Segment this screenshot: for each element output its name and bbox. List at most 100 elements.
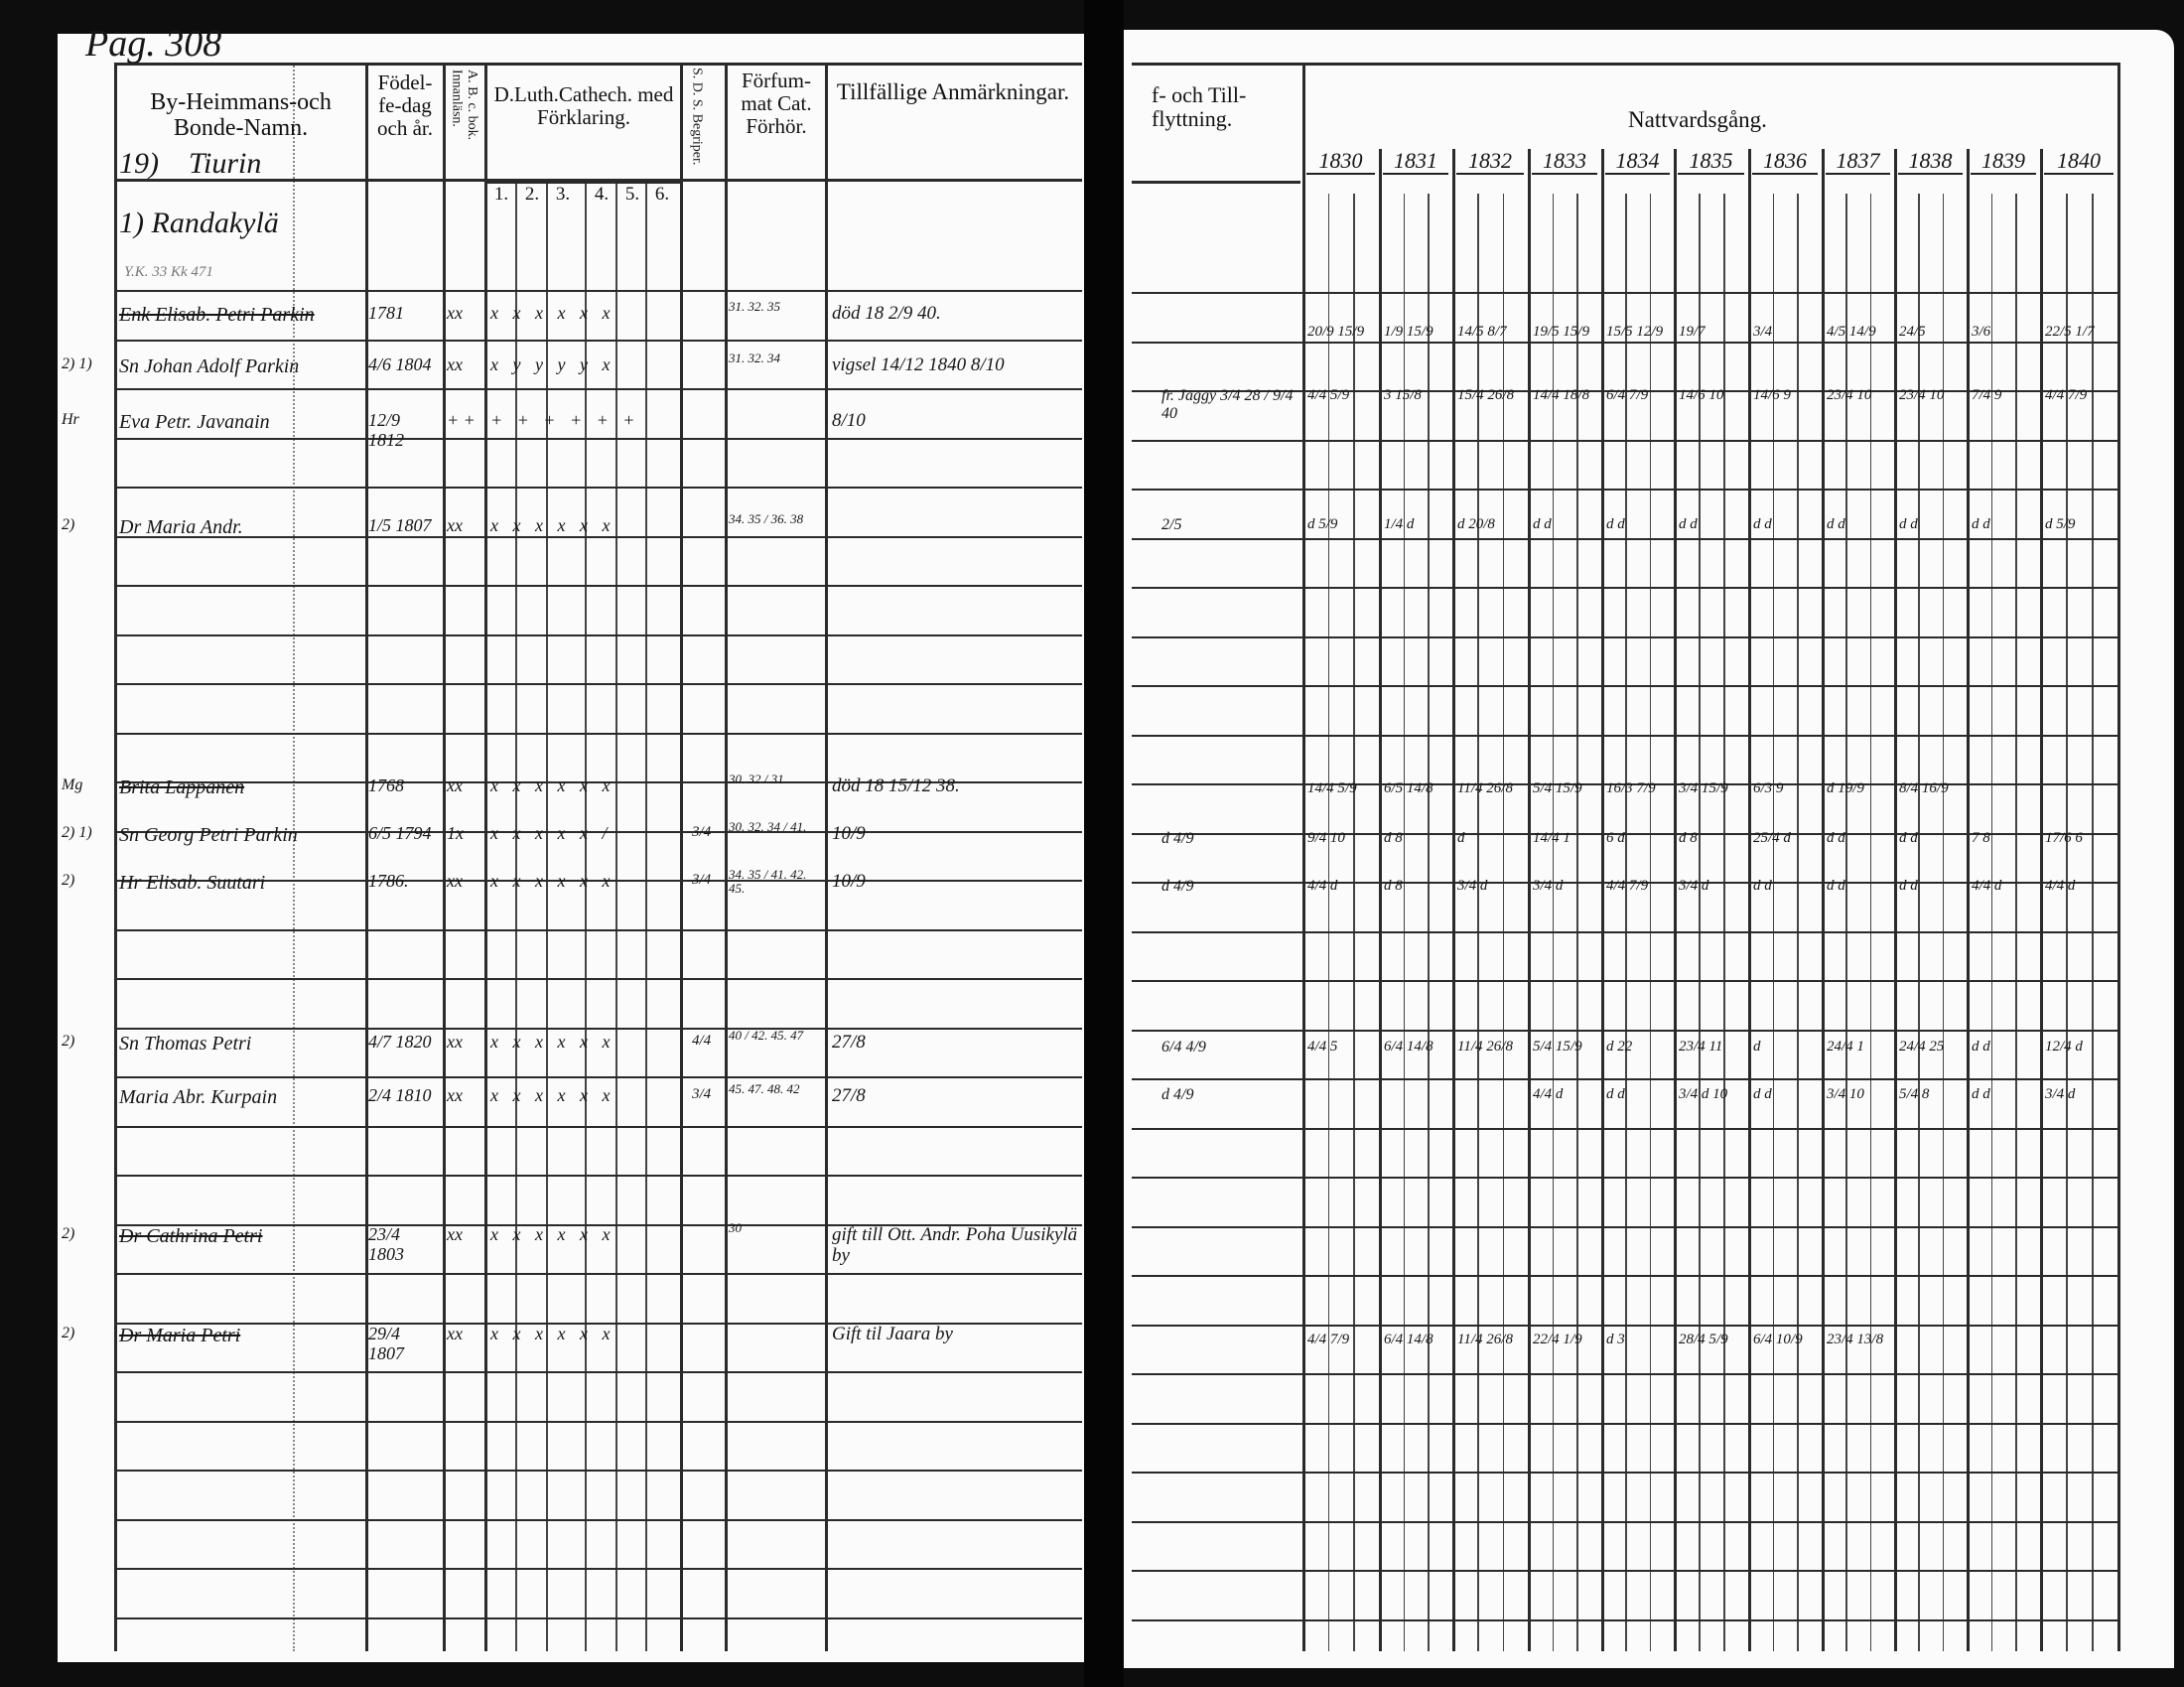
row-rule [114,339,1082,342]
communion-mark: d d [1899,878,1918,894]
row-rule [114,388,1082,390]
communion-mark: 3/4 15/9 [1679,780,1728,796]
row-rule [114,1076,1082,1078]
entry-birth: 1768 [368,775,404,795]
communion-mark: 7 8 [1972,830,1990,846]
communion-mark: 4/4 d [1307,878,1338,894]
row-rule [114,585,1082,587]
row-rule [114,1470,1082,1472]
entry-name: Dr Cathrina Petri [119,1225,263,1247]
row-rule [114,1175,1082,1177]
row-rule [1132,1373,2119,1375]
entry-catechism-marks: x y y y y x [490,354,615,374]
communion-mark: 14/6 10 [1679,387,1724,403]
row-rule [114,928,1082,931]
communion-mark: 9/4 10 [1307,830,1345,846]
communion-mark: d d [1972,1086,1990,1102]
row-rule [114,1617,1082,1619]
communion-mark: 3/4 d [2045,1086,2076,1102]
entry-forfum: 30 [729,1220,742,1235]
entry-abc-reading: xx [447,1324,463,1343]
communion-mark: 14/4 1 [1533,830,1570,846]
entry-forfum: 45. 47. 48. 42 [729,1081,800,1096]
communion-mark: 24/4 1 [1827,1039,1864,1054]
year-column-rule [2117,63,2120,1651]
year-column-rule [1379,149,1382,1651]
communion-mark: 3/4 [1753,324,1773,340]
year-column-rule [1601,149,1604,1651]
entry-name: Dr Maria Andr. [119,516,243,538]
guide-rule [293,63,295,1651]
year-label: 1831 [1383,148,1448,176]
year-subcolumn-rule [1845,194,1847,1651]
entry-name: Sn Johan Adolf Parkin [119,355,300,377]
moving-note: d 4/9 [1161,1086,1194,1103]
year-subcolumn-rule [1502,194,1505,1651]
communion-mark: d 5/9 [1307,516,1338,532]
entry-sds: 3/4 [692,824,712,840]
header-name: By-Heimmans-och Bonde-Namn. [150,89,332,142]
entry-catechism-marks: x x x x x x [490,1224,615,1244]
year-column-rule [1822,149,1825,1651]
entry-name: Hr Elisab. Suutari [119,872,266,894]
year-label: 1832 [1456,148,1524,176]
communion-mark: 4/4 7/9 [1307,1332,1350,1347]
entry-remarks: gift till Ott. Andr. Poha Uusikylä by [832,1224,1078,1266]
entry-prefix: 2) [62,516,75,533]
year-subcolumn-rule [1477,194,1479,1651]
entry-abc-reading: + + [447,410,476,430]
communion-mark: d 8 [1679,830,1698,846]
year-column-rule [1748,149,1751,1651]
year-label: 1840 [2044,148,2114,176]
entry-prefix: Mg [62,776,83,793]
entry-name: Maria Abr. Kurpain [119,1086,278,1108]
entry-remarks: 10/9 [832,823,866,844]
communion-mark: 6/4 14/8 [1384,1332,1433,1347]
communion-mark: 25/4 d [1753,830,1791,846]
entry-remarks: Gift til Jaara by [832,1324,953,1344]
entry-birth: 1786. [368,871,409,891]
communion-mark: 23/4 13/8 [1827,1332,1884,1347]
header-sds: S. D. S. Begriper. [689,68,705,166]
column-rule [484,63,487,1651]
communion-mark: d d [1899,830,1918,846]
row-rule [1132,635,2119,638]
right-page [1124,30,2174,1668]
communion-mark: 6/4 10/9 [1753,1332,1803,1347]
village-subname: 1) Randakylä [119,207,279,239]
page-number: Pag. 308 [85,23,222,65]
year-subcolumn-rule [1942,194,1945,1651]
year-column-rule [2040,149,2043,1651]
communion-mark: d 20/8 [1457,516,1495,532]
communion-mark: 5/4 8 [1899,1086,1930,1102]
communion-mark: d d [1899,516,1918,532]
catechism-part-label: 5. [624,184,640,205]
entry-name: Enk Elisab. Petri Parkin [119,304,315,326]
row-rule [1132,341,2119,344]
moving-note: fr. Jaggy 3/4 28 / 9/4 40 [1161,387,1294,422]
communion-mark: 19/7 [1679,324,1706,340]
communion-mark: 3/4 d [1533,878,1564,894]
communion-mark: d 8 [1384,830,1403,846]
row-rule [1132,783,2119,785]
catechism-part-label: 3. [555,184,571,205]
year-column-rule [1674,149,1677,1651]
row-rule [114,1568,1082,1570]
communion-mark: 16/3 7/9 [1606,780,1656,796]
entry-forfum: 30. 32 / 31 [729,772,784,786]
communion-mark: 28/4 5/9 [1679,1332,1728,1347]
entry-name: Dr Maria Petri [119,1325,241,1346]
year-column-rule [1528,149,1531,1651]
entry-abc-reading: xx [447,1085,463,1105]
moving-note: 2/5 [1161,516,1182,533]
year-subcolumn-rule [1723,194,1725,1651]
row-rule [114,1518,1082,1521]
row-rule [1132,292,2119,294]
communion-mark: 17/6 6 [2045,830,2083,846]
row-rule [114,1027,1082,1030]
communion-mark: 14/6 9 [1753,387,1791,403]
row-rule [1132,1177,2119,1179]
column-rule [680,63,683,1651]
row-rule [114,880,1082,882]
entry-abc-reading: xx [447,775,463,795]
